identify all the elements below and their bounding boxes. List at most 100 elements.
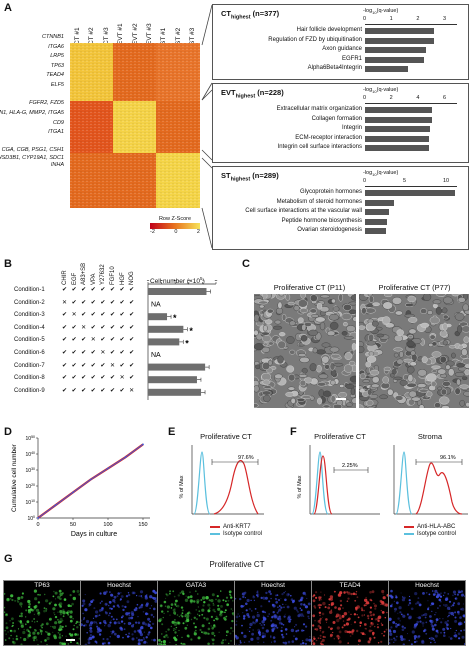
cell-shape (339, 384, 345, 388)
nucleus-dot (319, 642, 322, 645)
nucleus-dot (280, 622, 283, 625)
nucleus-dot (355, 593, 357, 596)
nucleus-dot (207, 632, 210, 635)
nucleus-dot (72, 596, 77, 601)
nucleus-dot (400, 592, 402, 594)
cell-shape (321, 355, 330, 364)
nucleus-dot (128, 612, 130, 615)
nucleus-dot (11, 625, 13, 628)
nucleus-dot (174, 608, 176, 610)
cell-shape (437, 386, 442, 391)
cell-shape (262, 379, 271, 385)
enrichment-bar (365, 209, 389, 215)
nucleus-dot (373, 636, 376, 639)
nucleus-dot (138, 595, 140, 597)
nucleus-dot (453, 635, 456, 637)
nucleus-dot (174, 628, 177, 631)
enrichment-term-label: Metabolism of steroid hormones (276, 198, 362, 205)
nucleus-dot (407, 613, 409, 615)
cell-shape (441, 405, 450, 408)
nucleus-dot (93, 607, 96, 610)
nucleus-dot (261, 632, 265, 635)
nucleus-dot (63, 598, 67, 601)
nucleus-dot (102, 638, 105, 640)
nucleus-dot (256, 594, 258, 597)
nucleus-dot (109, 612, 111, 615)
cell-shape (376, 333, 385, 338)
nucleus-dot (4, 630, 6, 632)
nucleus-dot (177, 594, 180, 597)
nucleus-dot (90, 600, 93, 603)
nucleus-dot (231, 612, 234, 615)
cell-shape (369, 369, 380, 376)
nucleus-dot (14, 600, 16, 602)
cell-shape (286, 365, 295, 373)
nucleus-dot (133, 591, 136, 595)
nucleus-dot (69, 615, 73, 619)
nucleus-dot (204, 631, 208, 635)
enrichment-bar (365, 47, 427, 53)
nucleus-dot (195, 609, 198, 611)
nucleus-dot (322, 616, 324, 618)
nucleus-dot (225, 615, 228, 618)
nucleus-dot (108, 600, 112, 604)
nucleus-dot (418, 616, 422, 620)
legend-entry: Isotype control (404, 531, 456, 537)
panel-f-label: F (290, 426, 297, 438)
nucleus-dot (67, 613, 70, 616)
nucleus-dot (354, 599, 357, 602)
nucleus-dot (388, 617, 392, 621)
nucleus-dot (252, 595, 256, 599)
cell-shape (349, 375, 356, 383)
nucleus-dot (408, 639, 410, 642)
nucleus-dot (338, 616, 342, 620)
check-icon: ✔ (90, 312, 96, 319)
nucleus-dot (101, 600, 103, 603)
nucleus-dot (365, 596, 367, 599)
nucleus-dot (304, 642, 307, 645)
nucleus-dot (396, 623, 400, 626)
nucleus-dot (329, 595, 334, 599)
nucleus-dot (91, 635, 95, 639)
nucleus-dot (442, 627, 446, 631)
nucleus-dot (205, 596, 209, 600)
nucleus-dot (239, 640, 241, 642)
nucleus-dot (377, 619, 380, 623)
nucleus-dot (365, 601, 370, 605)
micrograph-p77 (359, 294, 469, 408)
nucleus-dot (119, 598, 122, 601)
nucleus-dot (10, 594, 14, 598)
check-icon: ✔ (61, 375, 68, 382)
y-tick-label: 1030 (26, 467, 36, 474)
cell-shape (366, 399, 374, 407)
cell-shape (456, 363, 466, 368)
flow-histogram-f1: % of Max 2.25% (297, 445, 380, 515)
nucleus-dot (108, 604, 110, 607)
cell-shape (382, 376, 390, 384)
legend-entry: Anti-KRT7 (210, 524, 262, 530)
nucleus-dot (256, 613, 260, 618)
nucleus-dot (58, 603, 61, 606)
cell-shape (393, 352, 399, 358)
condition-label: Condition-1 (14, 287, 45, 293)
nucleus-dot (235, 623, 238, 626)
nucleus-dot (187, 611, 191, 614)
legend-gradient (150, 223, 200, 229)
nucleus-dot (416, 620, 419, 624)
nucleus-dot (312, 624, 315, 627)
nucleus-dot (270, 635, 272, 637)
cell-shape (289, 349, 296, 355)
nucleus-dot (201, 613, 204, 616)
nucleus-dot (337, 607, 341, 611)
growth-point (72, 491, 74, 494)
nucleus-dot (290, 594, 292, 597)
nucleus-dot (173, 628, 175, 630)
nucleus-dot (315, 639, 318, 642)
nucleus-dot (7, 631, 9, 633)
panel-g-label: G (4, 553, 13, 565)
legend-label: Isotype control (417, 531, 457, 537)
nucleus-dot (59, 595, 61, 597)
nucleus-dot (172, 608, 176, 612)
nucleus-dot (207, 603, 211, 607)
check-icon: ✔ (119, 387, 125, 394)
